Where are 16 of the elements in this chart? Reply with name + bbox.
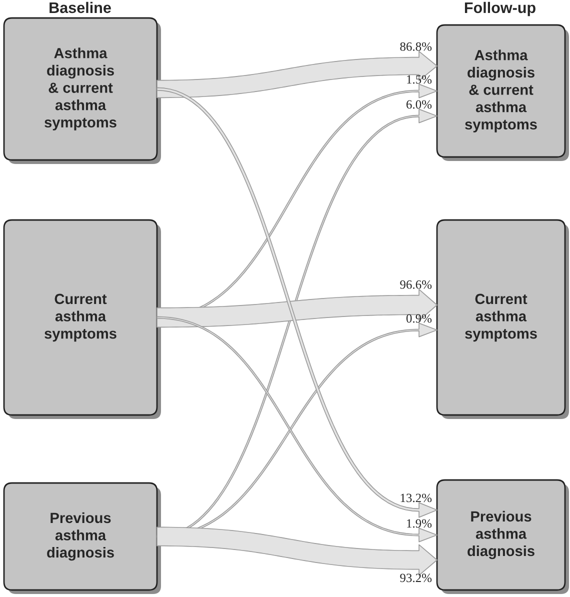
data-label: 93.2% bbox=[400, 574, 432, 582]
text: Baseline bbox=[50, 2, 111, 14]
category-label: Previous asthma diagnosis bbox=[47, 512, 114, 561]
text: Follow-up bbox=[464, 2, 536, 16]
data-label: 6.0% bbox=[406, 100, 432, 109]
category-label: Current asthma symptoms bbox=[465, 294, 537, 342]
category-label: Asthma diagnosis & current asthma symptoms bbox=[465, 50, 537, 132]
category-label: Previous asthma diagnosis bbox=[468, 510, 534, 560]
category-label: Current asthma symptoms bbox=[44, 294, 116, 342]
data-label: 13.2% bbox=[400, 494, 432, 502]
data-label: 86.8% bbox=[400, 42, 432, 51]
data-label: 0.9% bbox=[406, 314, 432, 323]
data-label: 1.9% bbox=[407, 519, 432, 528]
data-label: 1.5% bbox=[407, 75, 432, 84]
data-label: 96.6% bbox=[400, 280, 432, 289]
category-label: Asthma diagnosis & current asthma symptoms bbox=[44, 48, 116, 130]
